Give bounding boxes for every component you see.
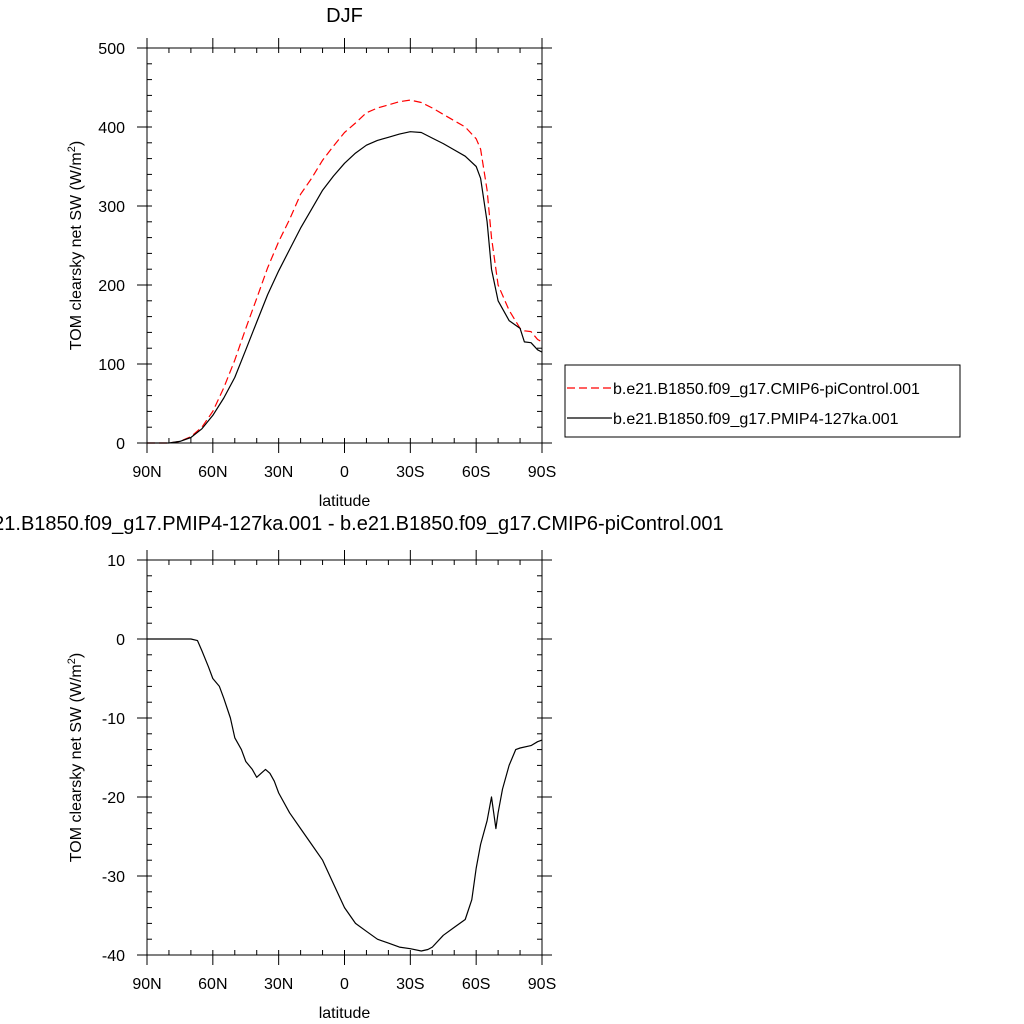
legend-label-1: b.e21.B1850.f09_g17.CMIP6-piControl.001 bbox=[613, 381, 920, 398]
plot-frame bbox=[146, 47, 543, 444]
y-tick-label: 300 bbox=[98, 199, 125, 216]
legend-box bbox=[564, 364, 961, 438]
y-axis-label: TOM clearsky net SW (W/m2) bbox=[66, 653, 85, 862]
y-tick-label: -20 bbox=[102, 790, 125, 807]
x-tick-label: 90N bbox=[132, 976, 161, 993]
legend: b.e21.B1850.f09_g17.CMIP6-piControl.001b… bbox=[564, 364, 961, 438]
x-tick-label: 60S bbox=[462, 464, 490, 481]
y-axis-label: TOM clearsky net SW (W/m2) bbox=[66, 141, 85, 350]
y-tick-label: -10 bbox=[102, 711, 125, 728]
y-tick-label: 0 bbox=[116, 436, 125, 453]
x-tick-label: 60N bbox=[198, 464, 227, 481]
y-tick-label: 500 bbox=[98, 41, 125, 58]
chart-title: b.e21.B1850.f09_g17.PMIP4-127ka.001 - b.… bbox=[0, 513, 724, 535]
x-tick-label: 90N bbox=[132, 464, 161, 481]
y-tick-label: 100 bbox=[98, 357, 125, 374]
y-tick-label: -30 bbox=[102, 869, 125, 886]
legend-label-2: b.e21.B1850.f09_g17.PMIP4-127ka.001 bbox=[613, 411, 899, 428]
y-tick-label: 10 bbox=[107, 553, 125, 570]
y-tick-label: 200 bbox=[98, 278, 125, 295]
y-tick-label: 400 bbox=[98, 120, 125, 137]
chart-panel-1: DJF 90N 60N 30N 0 30S 60S 90S 0 100 200 300 400 500 la… bbox=[66, 5, 961, 510]
x-tick-label: 60S bbox=[462, 976, 490, 993]
x-axis-label: latitude bbox=[319, 1005, 371, 1022]
chart-panel-2: b.e21.B1850.f09_g17.PMIP4-127ka.001 - b.… bbox=[0, 513, 724, 1022]
series-line-1 bbox=[147, 638, 543, 952]
x-tick-label: 0 bbox=[340, 464, 349, 481]
x-axis-label: latitude bbox=[319, 493, 371, 510]
series-line-1 bbox=[147, 99, 543, 444]
x-tick-label: 90S bbox=[528, 464, 556, 481]
plot-frame bbox=[146, 559, 543, 956]
y-tick-label: 0 bbox=[116, 632, 125, 649]
x-tick-label: 30N bbox=[264, 976, 293, 993]
y-tick-label: -40 bbox=[102, 948, 125, 965]
x-tick-label: 90S bbox=[528, 976, 556, 993]
x-tick-label: 30S bbox=[396, 464, 424, 481]
x-tick-label: 30S bbox=[396, 976, 424, 993]
x-tick-label: 60N bbox=[198, 976, 227, 993]
x-tick-label: 0 bbox=[340, 976, 349, 993]
series-line-2 bbox=[147, 131, 543, 444]
x-tick-label: 30N bbox=[264, 464, 293, 481]
chart-title: DJF bbox=[326, 5, 363, 27]
